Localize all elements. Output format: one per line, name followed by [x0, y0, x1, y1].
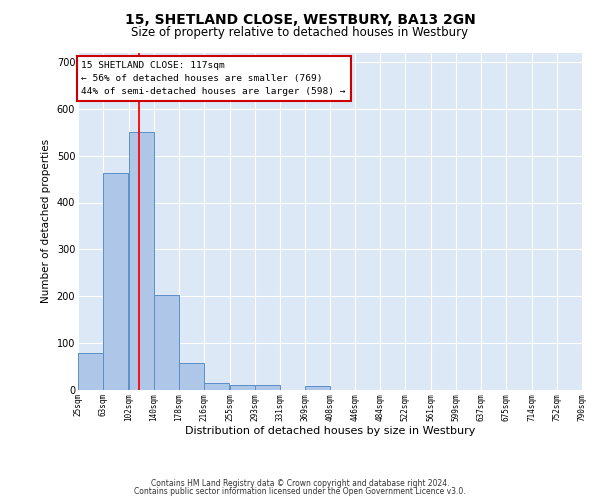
Bar [230, 386, 254, 390]
Bar [78, 354, 103, 390]
Bar [154, 295, 179, 390]
Text: Contains public sector information licensed under the Open Government Licence v3: Contains public sector information licen… [134, 487, 466, 496]
Text: 15 SHETLAND CLOSE: 117sqm
← 56% of detached houses are smaller (769)
44% of semi: 15 SHETLAND CLOSE: 117sqm ← 56% of detac… [81, 60, 346, 96]
Y-axis label: Number of detached properties: Number of detached properties [41, 139, 51, 304]
Bar [103, 173, 128, 390]
Bar [204, 383, 229, 390]
Bar [305, 386, 329, 390]
Bar [254, 386, 280, 390]
Bar [179, 363, 204, 390]
Text: 15, SHETLAND CLOSE, WESTBURY, BA13 2GN: 15, SHETLAND CLOSE, WESTBURY, BA13 2GN [125, 12, 475, 26]
X-axis label: Distribution of detached houses by size in Westbury: Distribution of detached houses by size … [185, 426, 475, 436]
Bar [129, 132, 154, 390]
Text: Contains HM Land Registry data © Crown copyright and database right 2024.: Contains HM Land Registry data © Crown c… [151, 478, 449, 488]
Text: Size of property relative to detached houses in Westbury: Size of property relative to detached ho… [131, 26, 469, 39]
